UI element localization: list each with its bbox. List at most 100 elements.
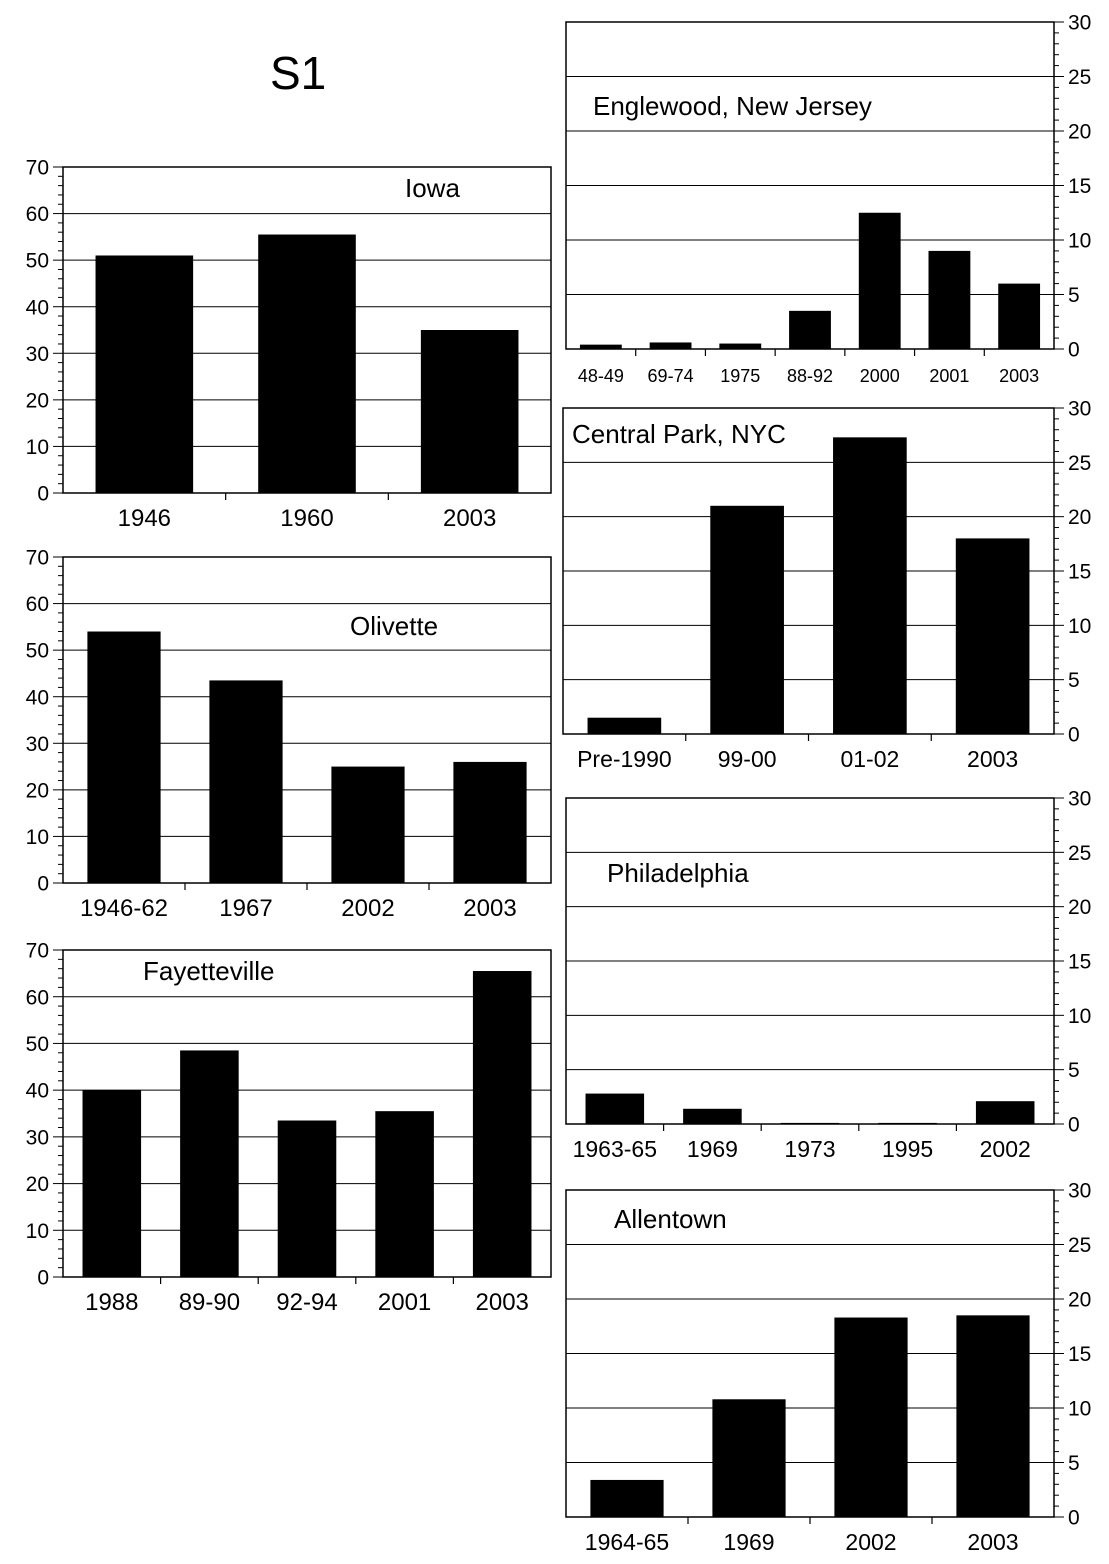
bar-88-92: [789, 310, 831, 349]
y-tick-label: 60: [26, 203, 49, 226]
category-label: 92-94: [276, 1289, 337, 1316]
y-tick-label: 10: [1068, 615, 1091, 638]
category-label: 2003: [999, 366, 1039, 386]
bar-2000: [858, 212, 901, 349]
y-tick-label: 5: [1068, 1059, 1080, 1082]
y-tick-label: 10: [26, 1220, 49, 1243]
category-label: 1946-62: [80, 895, 168, 922]
bar-69-74: [649, 342, 692, 349]
category-label: 2001: [929, 366, 969, 386]
page-title: S1: [270, 47, 327, 99]
chart-title: Englewood, New Jersey: [593, 91, 872, 121]
bar-2002: [331, 766, 405, 883]
y-tick-label: 0: [1068, 1507, 1080, 1530]
y-tick-label: 15: [1068, 561, 1091, 584]
bar-2002: [834, 1317, 908, 1517]
y-tick-label: 70: [26, 940, 49, 963]
bar-1988: [82, 1090, 142, 1277]
y-tick-label: 25: [1068, 452, 1091, 475]
y-tick-label: 0: [1068, 724, 1080, 747]
category-label: 1964-65: [585, 1529, 669, 1555]
category-label: 88-92: [787, 366, 833, 386]
category-label: 01-02: [840, 746, 899, 772]
y-tick-label: 20: [1068, 121, 1091, 144]
y-tick-label: 50: [26, 1033, 49, 1056]
bar-2003: [472, 971, 532, 1277]
category-label: 48-49: [578, 366, 624, 386]
bar-2003: [956, 1315, 1030, 1517]
category-label: 1963-65: [573, 1136, 657, 1162]
y-tick-label: 30: [1068, 12, 1091, 35]
y-tick-label: 30: [1068, 398, 1091, 421]
category-label: 1995: [882, 1136, 933, 1162]
chart-allentown: 0 5 10 15 20 25 30 1964-65 1969 2002 2003 Allentown: [565, 1180, 1091, 1555]
bar-2002: [975, 1101, 1035, 1124]
bar-89-90: [180, 1050, 239, 1277]
y-tick-label: 20: [1068, 896, 1091, 919]
bar-1969: [712, 1399, 786, 1517]
y-tick-label: 5: [1068, 284, 1080, 307]
bar-1969: [683, 1108, 742, 1124]
y-tick-label: 15: [1068, 1343, 1091, 1366]
plot-frame: [62, 949, 552, 1278]
bar-2001: [928, 250, 971, 349]
bar-1946: [95, 255, 194, 493]
y-tick-label: 10: [26, 826, 49, 849]
y-tick-label: 40: [26, 296, 49, 319]
chart-fayetteville: 0 10 20 30 40 50 60 70 1988 89-90 92-94 2001 2003 Fay…: [26, 940, 552, 1316]
chart-title: Fayetteville: [143, 956, 275, 986]
y-tick-label: 40: [26, 686, 49, 709]
chart-title: Central Park, NYC: [572, 419, 786, 449]
category-label: 2002: [980, 1136, 1031, 1162]
chart-central-park-nyc: 0 5 10 15 20 25 30 Pre-1990 99-00 01-02 2003 Centra…: [562, 398, 1091, 772]
bar-2003: [998, 283, 1041, 349]
category-label: 1975: [720, 366, 760, 386]
y-tick-label: 10: [1068, 1005, 1091, 1028]
category-label: 1967: [219, 895, 272, 922]
category-label: Pre-1990: [577, 746, 672, 772]
bar-99-00: [710, 505, 784, 734]
bar-1960: [258, 234, 356, 493]
y-tick-label: 15: [1068, 175, 1091, 198]
bar-92-94: [277, 1120, 337, 1277]
chart-iowa: 0 10 20 30 40 50 60 70 1946 1960 2003 Iowa: [26, 157, 552, 532]
y-tick-label: 20: [1068, 1289, 1091, 1312]
y-tick-label: 20: [26, 1173, 49, 1196]
y-tick-label: 40: [26, 1080, 49, 1103]
chart-title: Iowa: [405, 173, 460, 203]
y-tick-label: 20: [1068, 506, 1091, 529]
category-label: 2003: [476, 1289, 529, 1316]
category-label: 2002: [341, 895, 394, 922]
y-tick-label: 15: [1068, 951, 1091, 974]
category-label: 2001: [378, 1289, 431, 1316]
category-label: 69-74: [648, 366, 694, 386]
chart-olivette: 0 10 20 30 40 50 60 70 1946-62 1967 2002 2003 Olivet…: [26, 547, 552, 922]
category-label: 2002: [845, 1529, 896, 1555]
y-tick-label: 50: [26, 640, 49, 663]
bar-pre-1990: [587, 717, 662, 734]
bar-1964-65: [590, 1479, 664, 1517]
bar-2003: [420, 330, 519, 493]
chart-title: Allentown: [614, 1204, 727, 1234]
category-label: 1973: [784, 1136, 835, 1162]
y-tick-label: 60: [26, 593, 49, 616]
y-tick-label: 25: [1068, 66, 1091, 89]
y-tick-label: 0: [1068, 339, 1080, 362]
category-label: 1960: [280, 505, 333, 532]
category-label: 1946: [118, 505, 171, 532]
bar-2003: [955, 538, 1030, 734]
plot-frame: [62, 166, 552, 494]
chart-englewood-new-jersey: 0 5 10 15 20 25 30 48-49 69-74 1975 88-92 2000 2001 2…: [565, 12, 1091, 386]
y-tick-label: 25: [1068, 842, 1091, 865]
bar-2001: [375, 1111, 434, 1277]
bar-1975: [719, 343, 762, 349]
y-tick-label: 30: [26, 343, 49, 366]
y-tick-label: 0: [37, 873, 49, 896]
y-tick-label: 10: [1068, 230, 1091, 253]
category-label: 2003: [443, 505, 496, 532]
y-tick-label: 30: [1068, 1180, 1091, 1203]
category-label: 89-90: [179, 1289, 240, 1316]
category-label: 1988: [85, 1289, 138, 1316]
y-tick-label: 70: [26, 157, 49, 180]
